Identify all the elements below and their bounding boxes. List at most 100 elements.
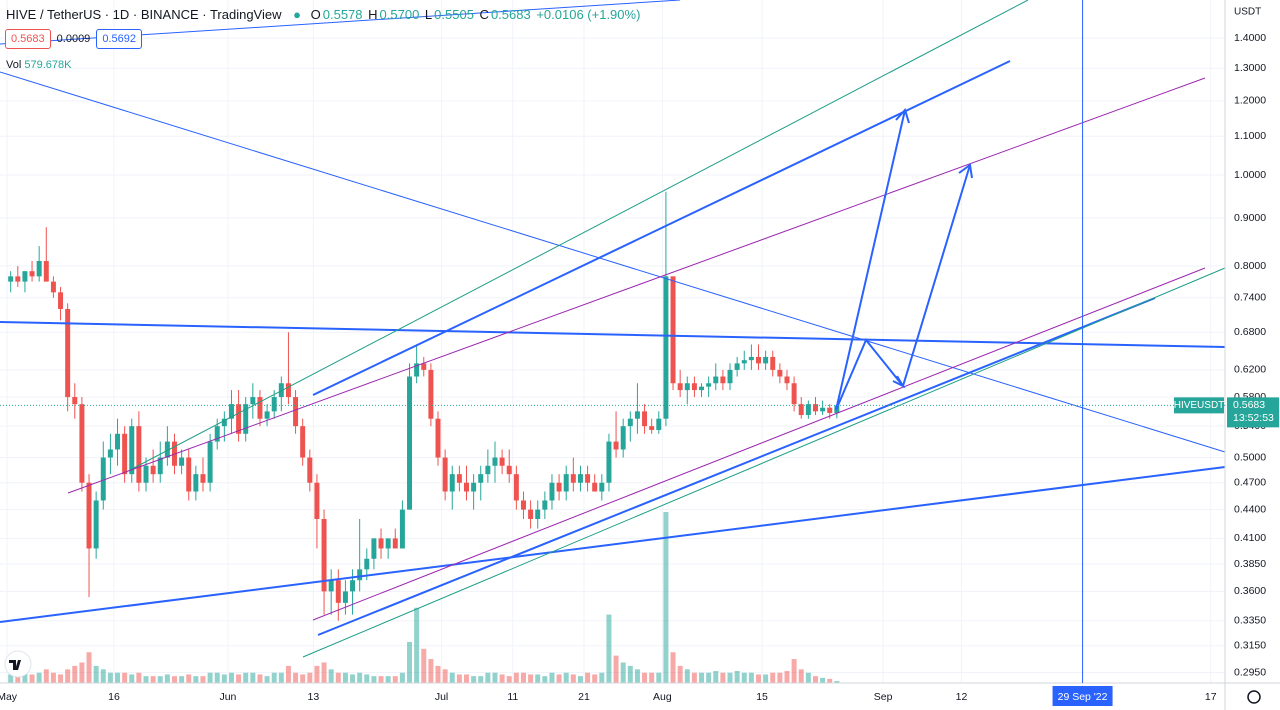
sell-button[interactable]: 0.5683 [5,29,51,49]
volume-bar [157,676,163,683]
candle-body [100,457,106,501]
candle-body [29,271,35,277]
volume-bar [8,674,14,683]
status-dot: ● [293,7,301,22]
x-tick-label: 12 [956,691,968,703]
candle-body [770,356,776,370]
channel-line [312,267,1206,621]
volume-bar [164,674,170,683]
volume-bar [449,672,455,683]
candle-body [150,465,156,475]
crosshair-label-bg [1052,686,1113,706]
symbol-tag-bg [1174,397,1224,414]
projection-arrow [835,109,906,411]
crosshair-label: 29 Sep '22 [1058,691,1108,703]
candle-body [791,383,797,405]
volume-bar [592,674,598,683]
candle-body [727,369,733,384]
volume-bar [791,659,797,683]
volume-bar [221,674,227,683]
symbol-title: HIVE / TetherUS · 1D · BINANCE · Trading… [6,7,282,22]
candle-body [699,386,705,391]
y-tick-label: 1.1000 [1234,130,1266,142]
volume-bar [350,674,356,683]
y-tick-label: 0.6800 [1234,326,1266,338]
volume-bar [421,648,427,683]
volume-bar [677,665,683,683]
candle-body [577,474,583,483]
volume-bar [357,672,363,683]
volume-bar [720,672,726,683]
candle-body [371,538,377,559]
candle-body [43,260,49,282]
candle-body [748,356,754,361]
volume-bar [271,672,277,683]
y-tick-label: 0.9000 [1234,212,1266,224]
volume-bar [65,669,71,683]
volume-value: 579.678K [24,59,72,71]
volume-bar [414,607,420,683]
volume-bar [300,674,306,683]
volume-bar [86,652,92,683]
candle-body [756,356,761,364]
candle-body [15,276,21,282]
candle-body [58,292,64,309]
tv-logo [4,650,32,678]
volume-bar [805,672,811,683]
candle-body [107,449,113,458]
arrow-head [892,375,906,389]
y-tick-label: 1.3000 [1234,62,1266,74]
settings-icon[interactable] [1247,690,1261,704]
candle-body [314,482,320,519]
buy-button[interactable]: 0.5692 [96,29,142,49]
close-value: 0.5683 [490,7,531,22]
drawings [0,0,1226,658]
volume-bar [342,672,348,683]
candle-body [734,363,740,370]
volume-bar [243,672,249,683]
volume-bar [599,672,605,683]
volume-bar [250,672,256,683]
candle-body [634,411,640,419]
candle-body [535,509,541,519]
candle-body [449,474,455,492]
candle-body [342,591,348,603]
volume-bar [307,672,313,683]
volume-bar [634,669,640,683]
candle-body [79,404,85,483]
candle-body [506,465,512,475]
candles [8,191,840,621]
volume-bar [435,665,441,683]
volume-bar [763,674,769,683]
trendline [0,466,1226,623]
countdown: 13:52:53 [1233,412,1274,424]
volume-bar [528,674,534,683]
volume-bar [699,672,705,683]
volume-bar [257,674,263,683]
candle-body [328,580,334,592]
volume-bar [93,665,99,683]
volume-bar [642,672,648,683]
volume-bar [563,672,569,683]
candle-body [335,580,341,603]
x-tick-label: 21 [578,691,590,703]
x-tick-label: Jul [435,691,448,703]
volume-bar [171,676,177,683]
volume-bar [613,655,619,683]
volume-bar [228,672,234,683]
candle-body [385,538,391,549]
candle-body [257,397,263,419]
volume-bar [620,662,626,683]
candle-body [122,433,128,475]
volume-bar [107,672,113,683]
volume-bar [278,672,284,683]
volume-bar [314,665,320,683]
y-tick-label: 0.3850 [1234,558,1266,570]
candle-body [271,397,277,412]
arrow-head [958,163,973,179]
y-tick-label: 0.5000 [1234,451,1266,463]
high-value: 0.5700 [379,7,420,22]
volume-bar [385,676,391,683]
volume-pane [8,512,840,683]
